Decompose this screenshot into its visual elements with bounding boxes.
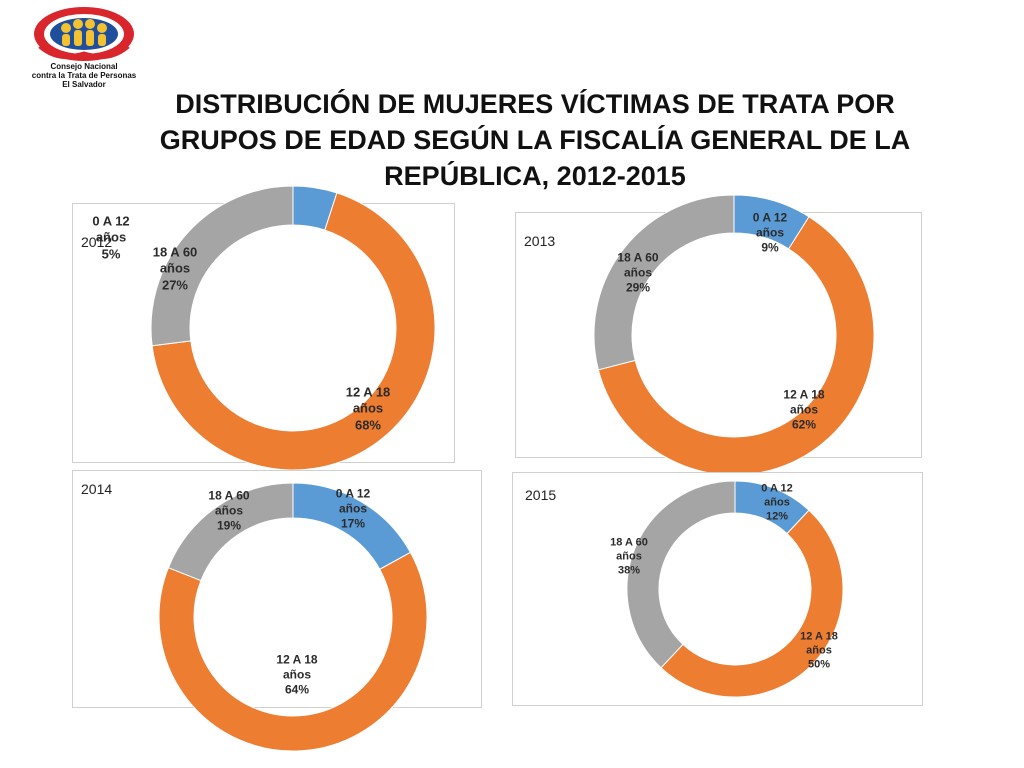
label-unit: años bbox=[338, 501, 367, 516]
label-unit: años bbox=[352, 400, 384, 416]
label-group: 18 A 60 bbox=[208, 488, 250, 503]
slice-12-a-18-anos bbox=[151, 192, 436, 471]
label-percent: 62% bbox=[791, 417, 817, 432]
label-percent: 19% bbox=[216, 518, 242, 533]
label-percent: 38% bbox=[617, 563, 641, 576]
organization-logo: Consejo Nacional contra la Trata de Pers… bbox=[14, 4, 154, 92]
slice-12-a-18-anos bbox=[597, 216, 875, 476]
data-label-12-a-18-anos: 12 A 18 años 50% bbox=[800, 630, 838, 671]
data-label-18-a-60-anos: 18 A 60 años 19% bbox=[208, 489, 249, 534]
slice-12-a-18-anos bbox=[660, 509, 844, 698]
label-percent: 29% bbox=[625, 280, 651, 295]
title-line-1: DISTRIBUCIÓN DE MUJERES VÍCTIMAS DE TRAT… bbox=[175, 89, 895, 119]
data-label-18-a-60-anos: 18 A 60 años 27% bbox=[153, 245, 198, 294]
data-label-0-a-12-anos: 0 A 12 años 9% bbox=[753, 211, 787, 256]
donut-chart-2015 bbox=[626, 480, 844, 698]
logo-emblem-icon bbox=[34, 7, 134, 61]
donut-chart-2012 bbox=[150, 185, 436, 471]
slice-18-a-60-anos bbox=[593, 194, 735, 371]
label-percent: 64% bbox=[284, 682, 310, 697]
data-label-12-a-18-anos: 12 A 18 años 68% bbox=[346, 385, 391, 434]
logo-line-2: contra la Trata de Personas bbox=[31, 71, 137, 80]
label-group: 12 A 18 bbox=[276, 652, 318, 667]
label-percent: 27% bbox=[161, 277, 189, 293]
label-unit: años bbox=[806, 644, 832, 657]
data-label-0-a-12-anos: 0 A 12 años 12% bbox=[761, 482, 793, 523]
label-percent: 68% bbox=[354, 417, 382, 433]
title-line-3: REPÚBLICA, 2012-2015 bbox=[384, 161, 686, 191]
donut-chart-2014 bbox=[158, 482, 428, 752]
label-percent: 17% bbox=[340, 516, 366, 531]
label-group: 12 A 18 bbox=[800, 630, 838, 643]
data-label-12-a-18-anos: 12 A 18 años 64% bbox=[276, 653, 317, 698]
label-unit: años bbox=[159, 260, 191, 276]
label-group: 18 A 60 bbox=[617, 250, 659, 265]
label-percent: 12% bbox=[765, 509, 789, 522]
slice-18-a-60-anos bbox=[150, 185, 294, 347]
label-percent: 5% bbox=[101, 246, 121, 262]
chart-panel-2014: 2014 0 A 12 años 17% 12 A 18 años 64% 18 A 60 a… bbox=[72, 470, 482, 752]
logo-line-1: Consejo Nacional bbox=[50, 62, 118, 71]
label-group: 12 A 18 bbox=[345, 384, 391, 400]
label-group: 12 A 18 bbox=[783, 387, 825, 402]
label-unit: años bbox=[764, 496, 790, 509]
chart-year-label: 2014 bbox=[81, 481, 113, 497]
slice-18-a-60-anos bbox=[167, 482, 294, 582]
data-label-12-a-18-anos: 12 A 18 años 62% bbox=[783, 388, 824, 433]
data-label-18-a-60-anos: 18 A 60 años 38% bbox=[610, 536, 648, 577]
chart-year-label: 2012 bbox=[81, 234, 113, 250]
label-percent: 9% bbox=[761, 240, 779, 255]
label-percent: 50% bbox=[807, 657, 831, 670]
label-unit: años bbox=[616, 550, 642, 563]
chart-panel-2015: 2015 0 A 12 años 12% 12 A 18 años 50% 18 A 60 a… bbox=[512, 472, 923, 706]
label-group: 18 A 60 bbox=[152, 244, 198, 260]
label-unit: años bbox=[755, 225, 784, 240]
chart-panel-2013: 2013 0 A 12 años 9% 12 A 18 años 62% 18 A 60 añ… bbox=[515, 194, 922, 476]
data-label-0-a-12-anos: 0 A 12 años 5% bbox=[92, 214, 129, 263]
data-label-18-a-60-anos: 18 A 60 años 29% bbox=[617, 251, 658, 296]
logo-line-3: El Salvador bbox=[62, 80, 106, 89]
donut-chart-2013 bbox=[593, 194, 875, 476]
label-group: 0 A 12 bbox=[335, 486, 371, 501]
chart-panel-2012: 2012 0 A 12 años 5% 12 A 18 años 68% 18 A 60 añ… bbox=[72, 185, 455, 471]
slice-18-a-60-anos bbox=[626, 480, 736, 669]
label-group: 0 A 12 bbox=[761, 482, 793, 495]
label-group: 0 A 12 bbox=[752, 210, 788, 225]
label-unit: años bbox=[282, 667, 312, 682]
chart-year-label: 2015 bbox=[525, 487, 557, 503]
slice-12-a-18-anos bbox=[158, 551, 428, 752]
label-unit: años bbox=[214, 503, 244, 518]
label-unit: años bbox=[623, 265, 653, 280]
chart-year-label: 2013 bbox=[524, 233, 556, 249]
data-label-0-a-12-anos: 0 A 12 años 17% bbox=[336, 487, 370, 532]
title-line-2: GRUPOS DE EDAD SEGÚN LA FISCALÍA GENERAL… bbox=[159, 125, 911, 155]
label-group: 18 A 60 bbox=[610, 536, 648, 549]
page-title: DISTRIBUCIÓN DE MUJERES VÍCTIMAS DE TRAT… bbox=[130, 86, 940, 194]
label-unit: años bbox=[95, 229, 127, 245]
label-group: 0 A 12 bbox=[92, 213, 130, 229]
label-unit: años bbox=[789, 402, 819, 417]
